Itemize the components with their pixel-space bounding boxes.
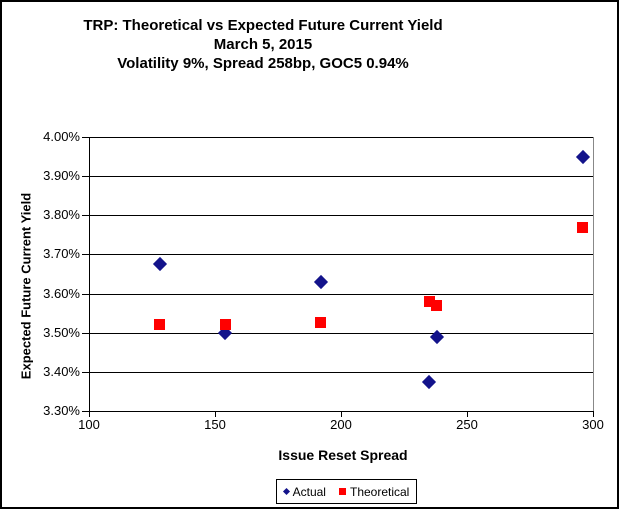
gridline <box>89 294 593 295</box>
y-tick-label: 3.70% <box>43 246 80 261</box>
chart-title: TRP: Theoretical vs Expected Future Curr… <box>83 17 443 34</box>
y-tick-mark <box>82 215 89 216</box>
y-tick-label: 3.30% <box>43 403 80 418</box>
gridline <box>89 254 593 255</box>
legend-item-theoretical: Theoretical <box>338 484 410 499</box>
x-tick-mark <box>215 411 216 417</box>
chart-subtitle-params: Volatility 9%, Spread 258bp, GOC5 0.94% <box>117 55 409 72</box>
y-tick-label: 3.40% <box>43 364 80 379</box>
y-axis-line <box>89 137 90 412</box>
y-tick-label: 3.60% <box>43 286 80 301</box>
square-icon <box>338 488 346 495</box>
marker-actual <box>575 149 590 164</box>
marker-actual <box>152 257 167 272</box>
x-tick-label: 250 <box>456 417 478 432</box>
marker-theoretical <box>315 317 327 329</box>
x-tick-mark <box>467 411 468 417</box>
marker-theoretical <box>577 221 589 233</box>
marker-actual <box>313 274 328 289</box>
marker-theoretical <box>219 319 231 331</box>
legend: Actual Theoretical <box>276 479 417 504</box>
diamond-icon <box>282 487 290 496</box>
x-tick-label: 100 <box>78 417 100 432</box>
y-tick-label: 3.90% <box>43 168 80 183</box>
y-tick-label: 4.00% <box>43 129 80 144</box>
x-axis-title: Issue Reset Spread <box>278 447 408 463</box>
y-tick-mark <box>82 137 89 138</box>
x-tick-mark <box>341 411 342 417</box>
marker-theoretical <box>154 319 166 331</box>
gridline <box>89 372 593 373</box>
marker-theoretical <box>431 299 443 311</box>
x-tick-mark <box>89 411 90 417</box>
x-tick-label: 150 <box>204 417 226 432</box>
legend-label: Theoretical <box>349 484 410 499</box>
marker-actual <box>422 374 437 389</box>
y-tick-mark <box>82 333 89 334</box>
y-tick-mark <box>82 254 89 255</box>
y-tick-mark <box>82 411 89 412</box>
gridline <box>89 137 593 138</box>
y-tick-mark <box>82 294 89 295</box>
gridline <box>89 176 593 177</box>
plot-right-border <box>593 137 594 412</box>
x-tick-label: 300 <box>582 417 604 432</box>
legend-item-actual: Actual <box>282 484 326 499</box>
gridline <box>89 215 593 216</box>
gridline <box>89 333 593 334</box>
y-tick-mark <box>82 372 89 373</box>
y-tick-label: 3.80% <box>43 207 80 222</box>
marker-theoretical <box>423 295 435 307</box>
y-tick-mark <box>82 176 89 177</box>
legend-label: Actual <box>292 484 326 499</box>
x-tick-mark <box>593 411 594 417</box>
marker-actual <box>429 329 444 344</box>
x-tick-label: 200 <box>330 417 352 432</box>
y-tick-label: 3.50% <box>43 325 80 340</box>
chart-title-block: TRP: Theoretical vs Expected Future Curr… <box>2 16 524 73</box>
chart-subtitle-date: March 5, 2015 <box>213 36 313 53</box>
